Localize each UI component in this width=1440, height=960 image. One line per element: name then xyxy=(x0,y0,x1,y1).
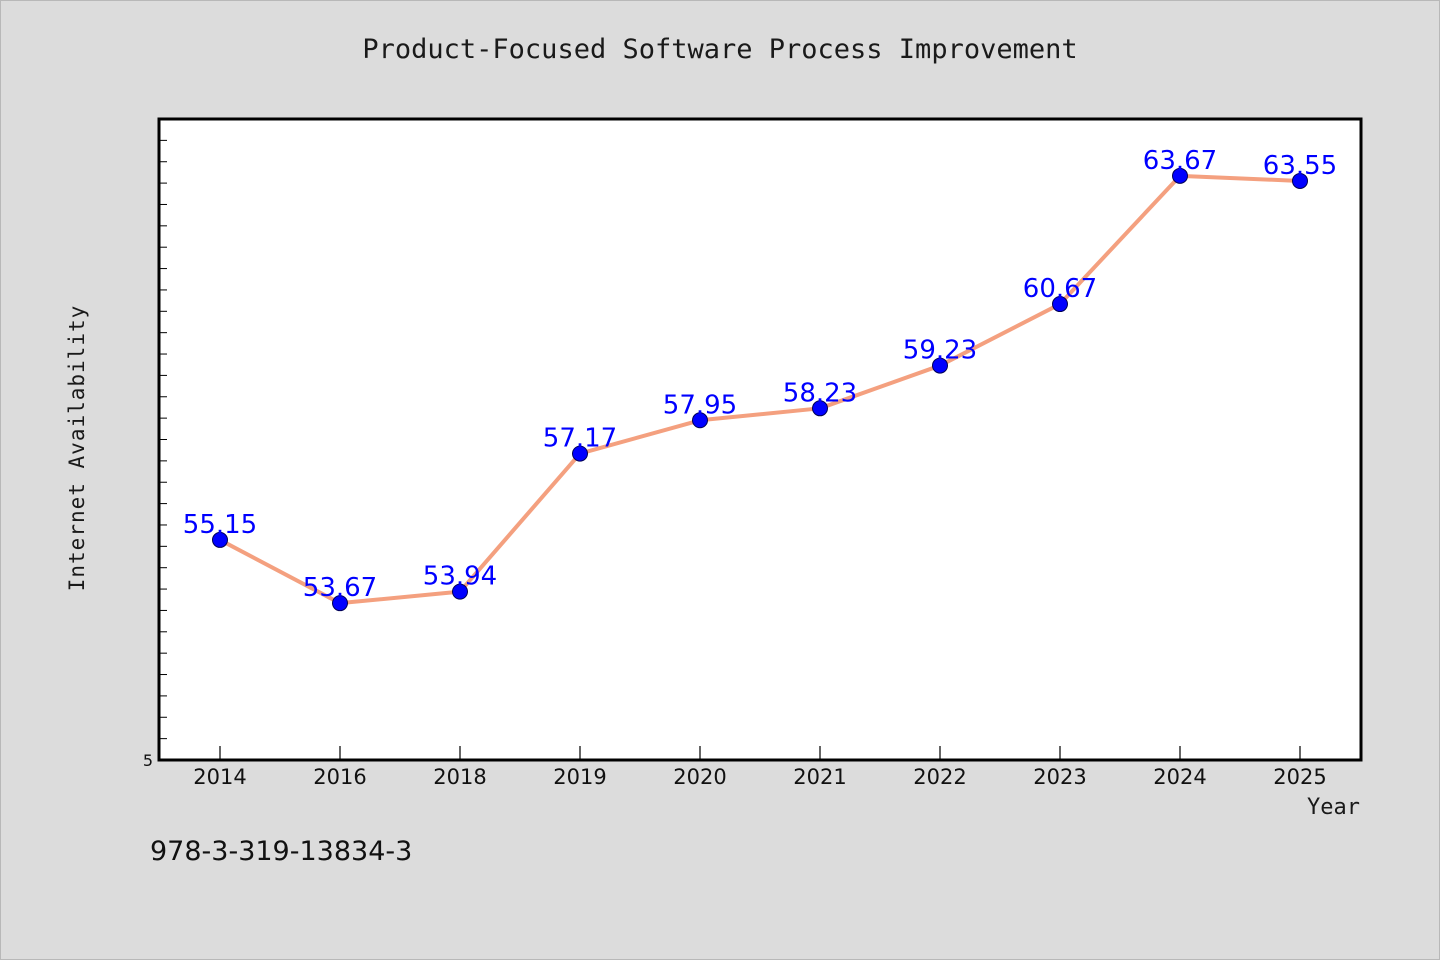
data-point xyxy=(332,595,348,612)
data-label: 63.67 xyxy=(1143,146,1217,176)
data-point xyxy=(1172,167,1188,184)
points-layer xyxy=(212,167,1308,612)
x-tick-label: 2016 xyxy=(313,765,366,789)
x-tick-label: 2014 xyxy=(193,765,246,789)
x-tick-label: 2023 xyxy=(1033,765,1086,789)
x-tick-label: 2022 xyxy=(913,765,966,789)
data-point xyxy=(212,531,228,548)
data-point xyxy=(932,357,948,374)
data-label: 59.23 xyxy=(903,336,977,366)
data-label: 53.67 xyxy=(303,573,377,603)
data-point xyxy=(1052,296,1068,313)
x-tick-label: 2020 xyxy=(673,765,726,789)
x-tick-label: 2018 xyxy=(433,765,486,789)
data-point xyxy=(572,445,588,462)
data-label: 57.17 xyxy=(543,424,617,454)
series-line xyxy=(218,173,1302,606)
data-labels-layer: 55.15 53.67 53.94 57.17 57.95 58.23 59.23 60.67… xyxy=(183,146,1337,603)
x-tick-label: 2024 xyxy=(1153,765,1206,789)
data-label: 58.23 xyxy=(783,378,857,408)
x-tick-label: 2019 xyxy=(553,765,606,789)
data-label: 57.95 xyxy=(663,390,737,420)
x-tick-label: 2021 xyxy=(793,765,846,789)
series-layer xyxy=(218,173,1302,606)
data-label: 60.67 xyxy=(1023,274,1097,304)
y-tick-label: 5 xyxy=(143,751,153,770)
data-label: 63.55 xyxy=(1263,151,1337,181)
x-axis-ticks: 2014 2016 2018 2019 2020 2021 2022 2023 2024 2025 xyxy=(193,746,1327,789)
isbn-footnote: 978-3-319-13834-3 xyxy=(150,836,413,867)
x-tick-label: 2025 xyxy=(1273,765,1326,789)
data-point xyxy=(812,400,828,417)
data-label: 55.15 xyxy=(183,510,257,540)
y-axis-ticks: 5 xyxy=(143,139,167,770)
data-point xyxy=(452,583,468,600)
x-axis-label: Year xyxy=(1307,795,1360,820)
data-point xyxy=(1292,172,1308,189)
data-point xyxy=(692,412,708,429)
chart-title: Product-Focused Software Process Improve… xyxy=(362,34,1078,65)
plot-area xyxy=(157,117,1363,762)
data-label: 53.94 xyxy=(423,562,497,592)
